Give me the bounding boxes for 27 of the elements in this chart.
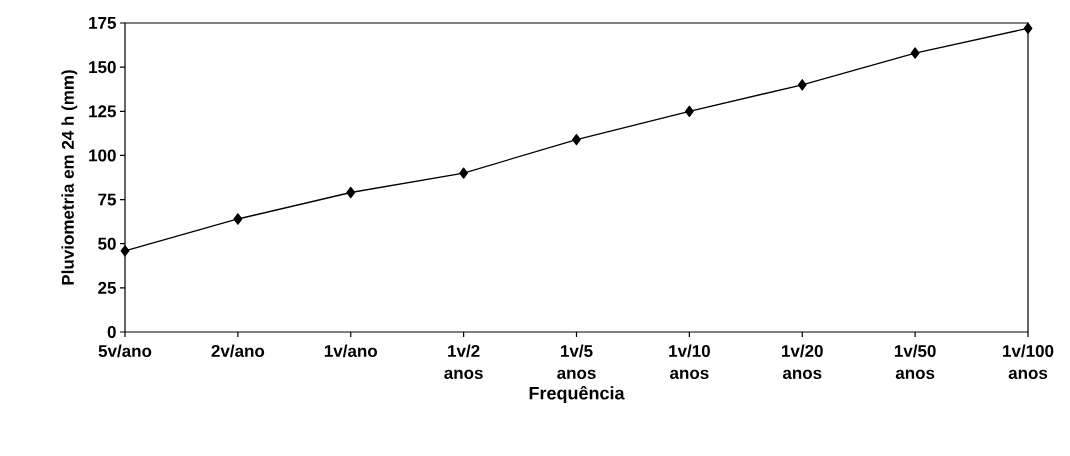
point <box>797 79 807 91</box>
x-tick-label: 1v/50 anos <box>894 344 936 380</box>
point <box>1023 22 1033 34</box>
y-tick-label: 25 <box>98 281 116 294</box>
x-tick-label: 1v/10 anos <box>669 344 710 380</box>
x-tick-label: 1v/20 anos <box>782 344 823 380</box>
point <box>910 47 920 59</box>
y-tick-label: 0 <box>107 325 116 339</box>
y-tick-label: 175 <box>89 17 116 29</box>
x-tick-label: 2v/ano <box>211 344 265 358</box>
y-tick-label: 50 <box>98 237 116 250</box>
x-tick-label: 5v/ano <box>98 344 152 358</box>
y-tick-label: 150 <box>89 61 116 74</box>
point <box>684 105 694 117</box>
point <box>346 186 356 199</box>
y-tick-label: 125 <box>89 105 116 118</box>
x-axis-title: Frequência <box>529 385 625 404</box>
y-axis-title: Pluviometria em 24 h (mm) <box>61 70 78 285</box>
x-tick-label: 1v/2 anos <box>444 344 483 380</box>
point <box>120 245 130 257</box>
y-tick-label: 100 <box>89 149 116 162</box>
x-tick-label: 1v/100 anos <box>1003 344 1054 380</box>
x-tick-label: 1v/ano <box>324 344 378 358</box>
x-tick-label: 1v/5 anos <box>557 344 596 380</box>
point <box>233 213 243 225</box>
point <box>459 167 469 179</box>
y-tick-label: 75 <box>98 193 116 206</box>
